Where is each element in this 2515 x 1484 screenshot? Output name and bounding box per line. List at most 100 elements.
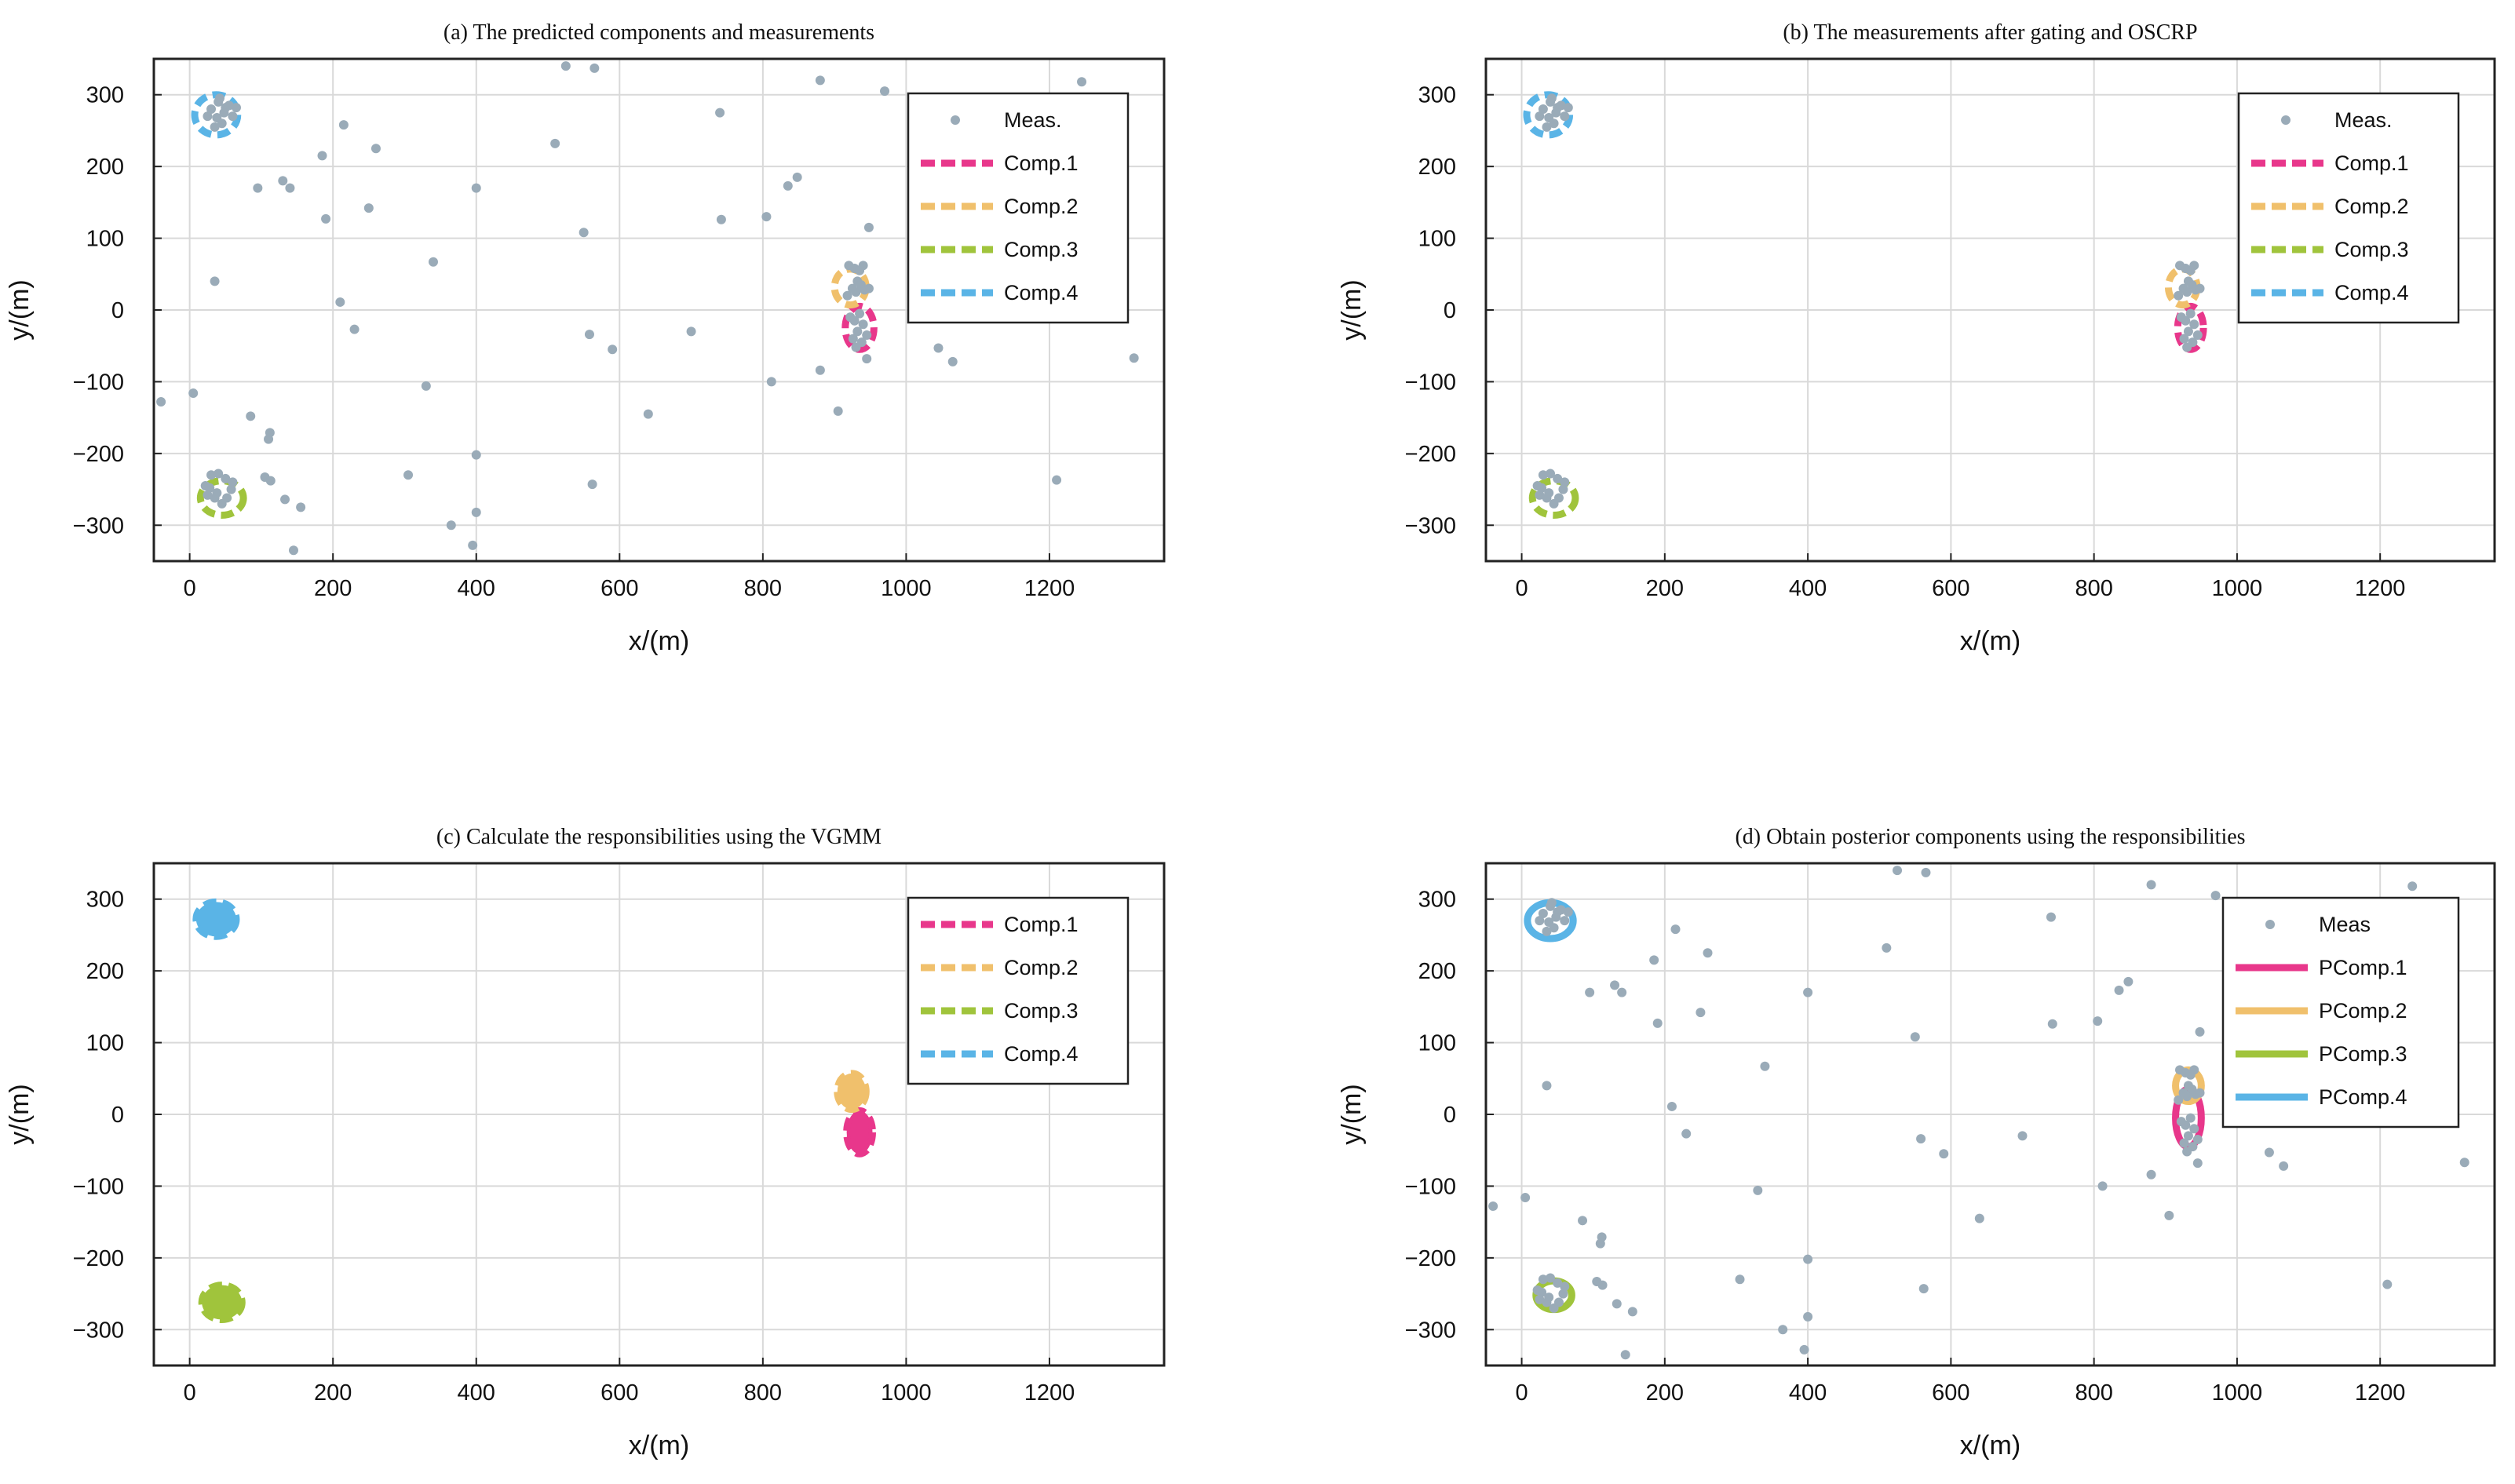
y-axis-label: y/(m) [1337, 279, 1367, 340]
legend-item-comp-2: Comp.2 [921, 195, 1079, 218]
measurement-point [1560, 477, 1570, 487]
measurement-point [1129, 353, 1139, 363]
measurement-point [1803, 1254, 1813, 1264]
measurement-point [947, 356, 958, 366]
measurement-point [815, 365, 825, 375]
component-ellipse-comp-4 [1523, 91, 1574, 139]
measurement-point [2459, 1158, 2469, 1168]
tick-label-y: −300 [1405, 513, 1456, 538]
measurement-point [1546, 898, 1557, 908]
measurement-point [2264, 1147, 2274, 1158]
measurement-point [228, 477, 238, 487]
measurement-point [296, 502, 306, 512]
plot-marks [1523, 91, 2207, 519]
tick-label-x: 800 [2075, 576, 2112, 601]
measurement-point [1696, 1008, 1706, 1018]
measurement-point [2123, 976, 2134, 986]
measurement-point [1597, 1232, 1607, 1242]
measurement-point [2185, 1113, 2196, 1123]
measurement-point [858, 261, 868, 271]
tick-label-y: 200 [1418, 155, 1456, 180]
measurement-point [2195, 283, 2205, 294]
legend-item-comp-4: Comp.4 [921, 1042, 1079, 1066]
measurement-point [446, 520, 456, 531]
chart-title: (d) Obtain posterior components using th… [1735, 825, 2245, 849]
tick-label-x: 800 [744, 576, 782, 601]
legend-marker-icon [951, 115, 960, 125]
measurement-point [1556, 905, 1566, 915]
legend-item-comp-2: Comp.2 [2251, 195, 2409, 218]
component-ellipse-comp-3 [198, 1282, 246, 1323]
y-axis-label: y/(m) [5, 1084, 35, 1144]
measurement-point [1558, 1289, 1568, 1299]
chart-panel-a: 0 200 400 600 800 1000 12003002001000−100−200−… [5, 20, 1166, 656]
measurement-point [428, 257, 438, 267]
measurement-point [214, 93, 224, 104]
measurement-point [2195, 1026, 2205, 1037]
component-ellipse-comp-3 [196, 477, 247, 519]
measurement-point [1666, 1101, 1677, 1111]
measurement-point [2182, 342, 2192, 352]
measurement-point [833, 406, 843, 416]
tick-label-y: 300 [1418, 888, 1456, 913]
measurement-point [1556, 100, 1566, 111]
measurement-point [1910, 1032, 1920, 1042]
legend-label: Comp.2 [1004, 956, 1079, 979]
measurement-point [1546, 93, 1557, 104]
measurement-point [1563, 907, 1573, 917]
chart-panel-b: 0 200 400 600 800 1000 12003002001000−100−200−… [1337, 20, 2496, 656]
tick-label-y: −200 [73, 442, 124, 467]
tick-label-y: 200 [86, 959, 124, 984]
measurement-point [219, 108, 229, 118]
legend-item-meas: Meas. [951, 108, 1062, 132]
measurement-point [855, 308, 865, 319]
measurement-point [1760, 1061, 1770, 1071]
measurement-point [2182, 1092, 2192, 1102]
tick-label-y: 0 [1444, 1103, 1456, 1128]
measurement-point [1670, 924, 1681, 935]
chart-title: (c) Calculate the responsibilities using… [436, 825, 882, 849]
legend-item-comp-3: Comp.3 [921, 238, 1079, 261]
measurement-point [2183, 326, 2193, 337]
tick-label-y: −300 [1405, 1318, 1456, 1343]
tick-label-x: 1200 [2355, 1380, 2406, 1406]
measurement-point [1488, 1201, 1498, 1212]
measurement-point [217, 498, 227, 509]
legend-label: Meas. [2334, 108, 2393, 132]
measurement-point [1703, 948, 1713, 958]
measurement-point [2047, 1019, 2057, 1029]
tick-label-x: 1000 [881, 1380, 932, 1406]
measurement-point [2210, 891, 2221, 901]
measurement-point [2114, 985, 2124, 995]
measurement-point [288, 545, 298, 556]
component-ellipse-comp-3 [1528, 477, 1579, 519]
chart-title: (a) The predicted components and measure… [444, 20, 874, 45]
tick-label-y: 200 [86, 155, 124, 180]
measurement-point [1610, 980, 1620, 990]
measurement-point [1578, 1216, 1588, 1226]
measurement-point [226, 484, 236, 494]
measurement-point [851, 342, 861, 352]
measurement-point [1542, 1081, 1552, 1091]
measurement-point [2182, 287, 2192, 297]
tick-label-x: 1000 [2212, 1380, 2263, 1406]
measurement-point [317, 151, 327, 161]
measurement-point [1077, 77, 1087, 87]
measurement-point [1538, 1274, 1548, 1285]
measurement-point [863, 222, 874, 232]
tick-label-y: −100 [73, 1174, 124, 1199]
measurement-point [224, 100, 234, 111]
component-ellipse-comp-1 [843, 1107, 877, 1158]
measurement-point [1893, 866, 1903, 876]
measurement-point [686, 326, 696, 337]
legend-item-comp-4: Comp.4 [2251, 281, 2409, 304]
measurement-point [2093, 1016, 2103, 1026]
legend-label: Comp.1 [2334, 151, 2409, 175]
measurement-point [1532, 481, 1542, 490]
measurement-point [265, 476, 276, 486]
legend-item-pcomp-2: PComp.2 [2236, 999, 2407, 1023]
tick-label-x: 800 [744, 1380, 782, 1406]
measurement-point [1542, 1297, 1552, 1307]
tick-label-x: 1200 [1024, 1380, 1075, 1406]
measurement-point [2279, 1161, 2289, 1171]
